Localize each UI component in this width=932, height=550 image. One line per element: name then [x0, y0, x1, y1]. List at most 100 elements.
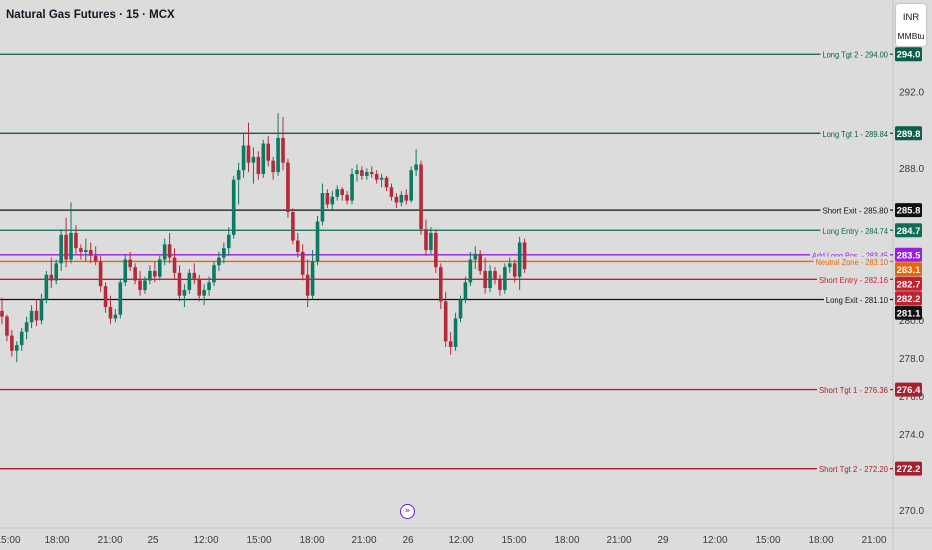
y-tick-label: 280.0 — [899, 316, 924, 327]
candle-body — [498, 278, 502, 290]
x-tick-label: 18:00 — [554, 535, 579, 546]
price-tag — [895, 382, 922, 397]
price-tag — [895, 223, 922, 238]
candle-body — [143, 280, 147, 290]
x-tick-label: 15:00 — [755, 535, 780, 546]
x-tick-label: 21:00 — [97, 535, 122, 546]
candle-body — [399, 194, 404, 203]
candle-body — [315, 221, 320, 262]
level-label-bg — [820, 49, 890, 60]
candle-body — [468, 259, 473, 283]
candle-body — [246, 145, 251, 163]
candle-body — [49, 274, 54, 281]
candle-body — [261, 143, 266, 174]
level-label-bg — [823, 294, 890, 305]
candle-body — [286, 162, 290, 213]
candle-body — [517, 242, 522, 277]
candle-body — [256, 156, 261, 174]
unit-label: MMBtu — [897, 31, 925, 41]
y-tick-label: 276.0 — [899, 392, 924, 403]
candle-body — [241, 145, 246, 171]
candle-body — [448, 341, 453, 347]
price-tag-label: 282.7 — [897, 279, 921, 290]
candle-body — [14, 345, 19, 351]
candle-body — [0, 310, 4, 317]
candle-body — [222, 248, 226, 258]
candle-body — [369, 172, 374, 174]
candle-body — [276, 137, 280, 173]
candle-body — [478, 253, 483, 271]
candle-body — [226, 234, 231, 249]
candle-body — [419, 164, 423, 230]
candle-body — [187, 272, 192, 290]
candle-body — [157, 259, 162, 277]
level-label: Short Tgt 2 - 272.20 — [819, 464, 888, 474]
candle-body — [236, 170, 241, 180]
candle-body — [177, 272, 182, 296]
candle-body — [281, 137, 285, 163]
y-tick-label: 278.0 — [899, 354, 924, 365]
candle-body — [29, 310, 34, 323]
candle-body — [409, 170, 413, 201]
level-label: Short Entry - 282.16 — [819, 275, 888, 285]
price-tag-label: 281.1 — [897, 308, 921, 319]
y-tick-label: 270.0 — [899, 506, 924, 517]
candle-body — [88, 250, 93, 256]
candle-body — [404, 194, 409, 201]
candle-body — [522, 242, 527, 270]
candle-body — [305, 274, 310, 296]
candle-body — [123, 259, 128, 283]
candle-body — [320, 193, 325, 222]
y-tick-label: 274.0 — [899, 430, 924, 441]
scroll-to-realtime-icon[interactable]: » — [400, 504, 415, 519]
candle-body — [350, 173, 354, 201]
x-tick-label: 12:00 — [448, 535, 473, 546]
candle-body — [296, 240, 300, 252]
candle-body — [172, 257, 177, 273]
x-tick-label: 12:00 — [702, 535, 727, 546]
price-tag-label: 283.5 — [897, 250, 921, 261]
candle-body — [266, 143, 271, 161]
candle-body — [182, 289, 187, 296]
candle-body — [103, 286, 108, 308]
candle-body — [59, 234, 63, 264]
candle-body — [434, 232, 438, 268]
candle-body — [10, 335, 14, 351]
candle-body — [207, 282, 211, 290]
chart-title: Natural Gas Futures · 15 · MCX — [6, 9, 175, 21]
candle-body — [108, 307, 113, 319]
candle-body — [54, 263, 59, 281]
level-label-bg — [820, 128, 890, 139]
candle-body — [379, 177, 384, 180]
levels-layer: Long Tgt 2 - 294.00 Long Tgt 1 - 289.84 Sh… — [0, 49, 893, 474]
currency-unit-box[interactable]: INR MMBtu — [896, 4, 926, 46]
candle-body — [335, 189, 340, 197]
candle-body — [64, 234, 68, 260]
candle-body — [483, 270, 487, 289]
x-tick-label: 12:00 — [193, 535, 218, 546]
candle-body — [24, 322, 29, 332]
x-tick-label: 21:00 — [861, 535, 886, 546]
price-tag-label: 284.7 — [897, 226, 921, 237]
candle-body — [153, 270, 157, 277]
candle-body — [118, 282, 123, 315]
candle-body — [39, 299, 44, 321]
candle-body — [5, 316, 9, 336]
candle-body — [325, 193, 330, 205]
price-tag — [895, 305, 922, 320]
candle-body — [300, 251, 305, 275]
candle-body — [374, 173, 379, 180]
candle-body — [355, 170, 359, 174]
candle-body — [493, 270, 497, 279]
level-label: Add Long Pos. - 283.45 — [812, 250, 888, 260]
x-tick-label: 15:00 — [0, 535, 21, 546]
candle-body — [84, 250, 88, 252]
x-tick-label: 29 — [657, 535, 669, 546]
candle-body — [19, 331, 24, 346]
candle-body — [340, 189, 344, 195]
price-tag-label: 294.0 — [897, 50, 921, 61]
candle-body — [217, 257, 221, 266]
